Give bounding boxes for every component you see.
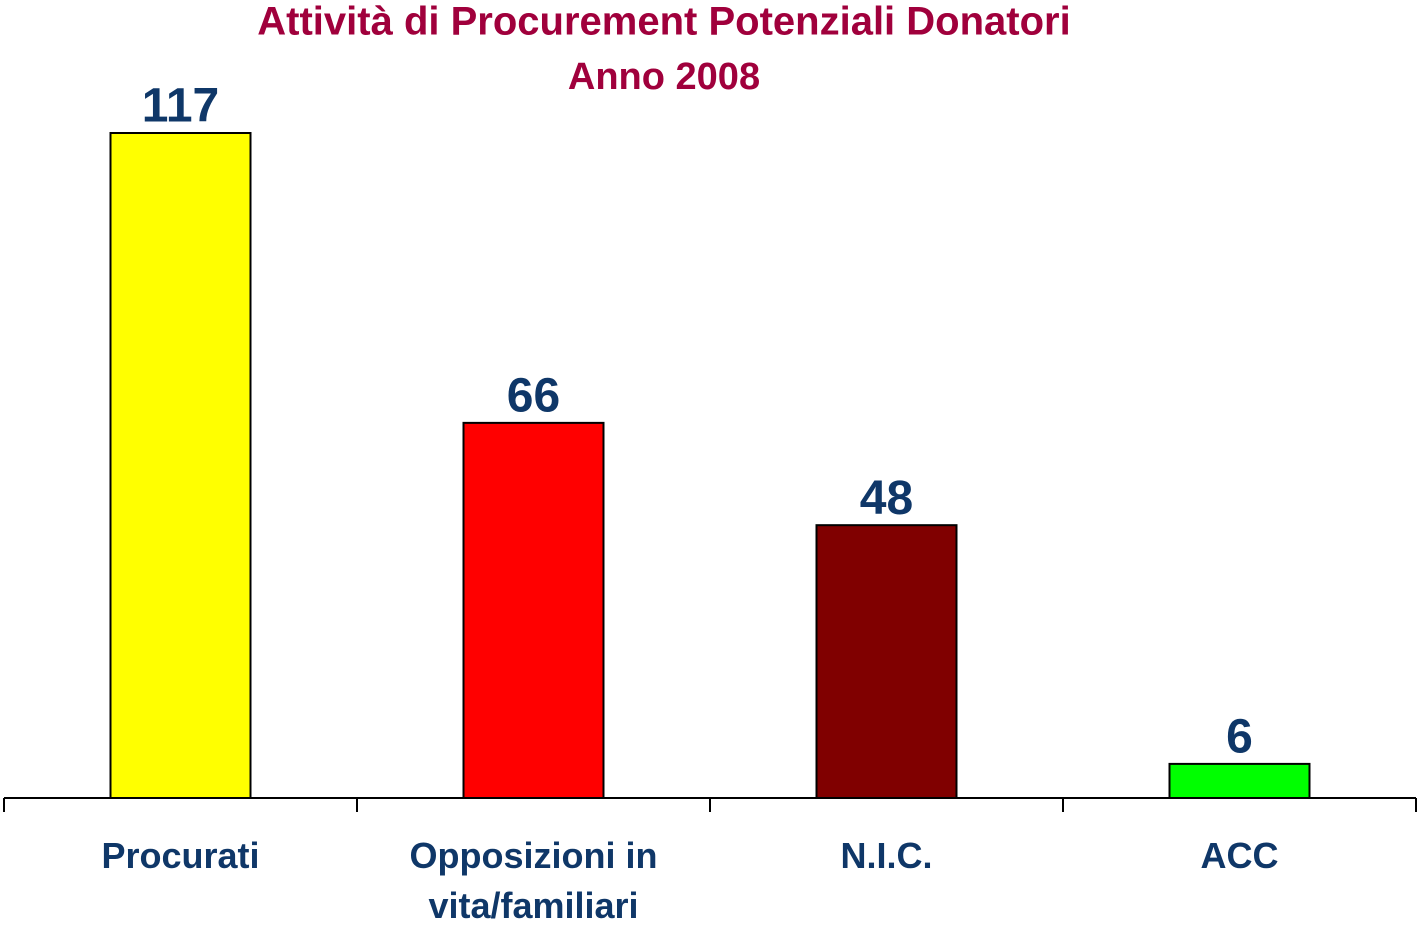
bar (815, 524, 958, 800)
bar (109, 132, 252, 799)
value-label: 66 (507, 370, 560, 423)
value-label: 48 (860, 472, 913, 525)
x-tick-label: N.I.C. (840, 835, 933, 876)
value-label: 117 (142, 80, 219, 133)
bar (462, 421, 605, 799)
chart-title: Attività di Procurement Potenziali Donat… (257, 0, 1070, 44)
x-tick-label: Opposizioni in vita/familiari (409, 835, 658, 926)
chart-subtitle: Anno 2008 (568, 56, 760, 98)
x-tick-label: Procurati (101, 835, 260, 876)
value-label: 6 (1226, 711, 1253, 764)
x-tick-label: ACC (1200, 835, 1279, 876)
bar (1168, 762, 1311, 800)
